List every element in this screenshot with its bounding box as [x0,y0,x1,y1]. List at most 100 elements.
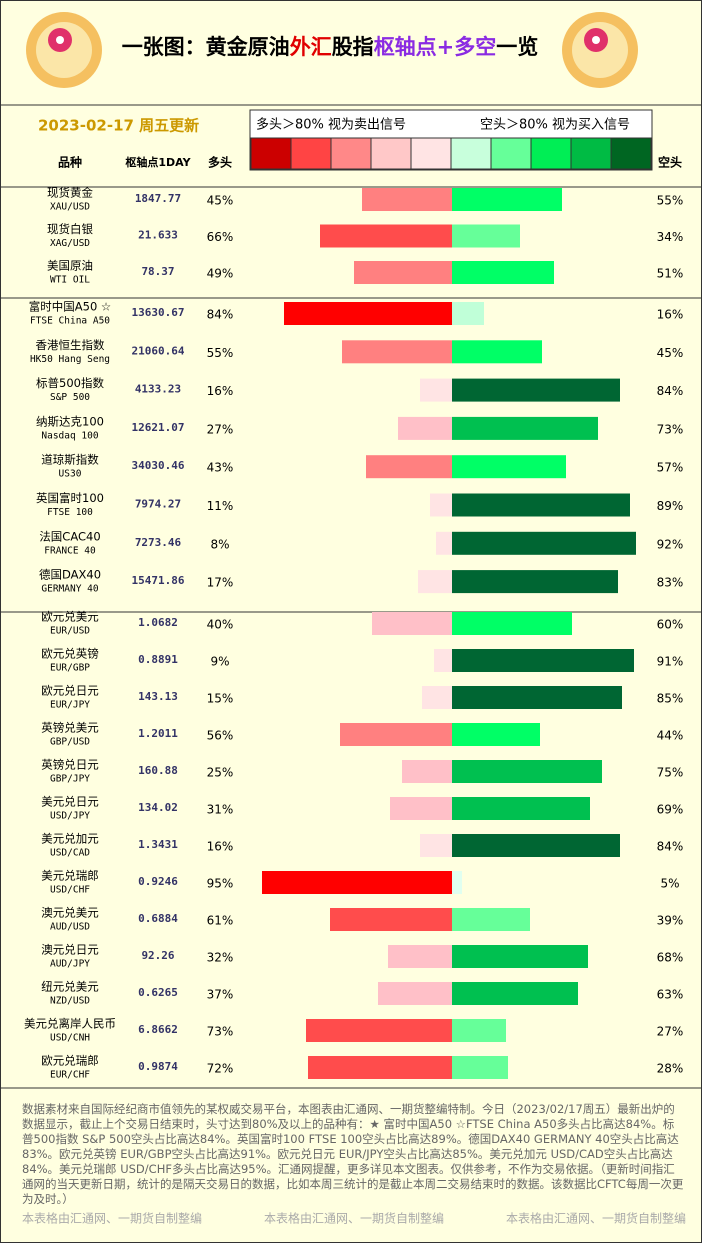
short-bar [452,340,542,364]
short-bar [452,302,484,325]
short-bar [452,723,540,746]
short-label: 27% [657,1025,684,1039]
short-label: 5% [660,877,679,891]
pivot: 1.2011 [138,727,178,740]
short-label: 85% [657,692,684,706]
long-label: 9% [210,655,229,669]
long-bar [366,455,452,479]
row-name: 美元兑瑞郎 [41,869,99,883]
short-bar [452,493,630,517]
long-bar [420,378,452,402]
long-bar [402,760,452,783]
short-label: 75% [657,766,684,780]
credit: 本表格由汇通网、一期货自制整编 [506,1211,686,1226]
legend-cell [490,137,532,170]
row-name: 德国DAX40 [39,568,101,582]
pivot: 143.13 [138,690,178,703]
column-header: 品种 [58,155,82,170]
row-code: FRANCE 40 [44,545,96,556]
logo [562,12,638,88]
row-code: WTI OIL [50,275,90,286]
pivot: 1847.77 [135,192,181,205]
short-label: 55% [657,194,684,208]
short-bar [452,834,620,857]
row-name: 富时中国A50 ☆ [29,300,111,314]
row-name: 美元兑离岸人民币 [24,1017,116,1031]
pivot: 34030.46 [132,459,185,472]
date: 2023-02-17 周五更新 [38,117,199,135]
long-bar [308,1056,452,1079]
row-code: Nasdaq 100 [41,430,98,441]
short-label: 44% [657,729,684,743]
legend-cell [610,137,652,170]
pivot: 4133.23 [135,383,181,396]
rows: 现货黄金 XAU/USD 1847.77 45% 55% 现货白银 XAG/USD 21.63… [24,186,683,1081]
row-name: 欧元兑日元 [41,684,99,698]
long-label: 11% [207,499,234,513]
long-bar [436,531,452,555]
logo [26,12,102,88]
short-bar [452,797,590,820]
pivot: 78.37 [141,265,174,278]
long-label: 55% [207,346,234,360]
long-label: 32% [207,951,234,965]
row-code: AUD/USD [50,922,90,933]
legend-short: 空头＞80% 视为买入信号 [480,118,630,133]
short-bar [452,908,530,931]
long-bar [284,302,452,325]
short-bar [452,188,562,211]
legend-cell [370,137,412,170]
row-name: 欧元兑美元 [41,610,99,624]
long-label: 56% [207,729,234,743]
row-name: 香港恒生指数 [36,338,105,352]
row-code: GBP/JPY [50,774,90,785]
pivot: 21.633 [138,229,178,242]
long-bar [430,493,452,517]
short-label: 69% [657,803,684,817]
legend-cell [330,137,372,170]
short-bar [452,982,578,1005]
column-header: 枢轴点1DAY [125,155,191,169]
short-bar [452,1019,506,1042]
row-name: 美元兑加元 [41,832,99,846]
row-code: EUR/JPY [50,700,90,711]
row-code: GERMANY 40 [41,584,98,595]
short-label: 51% [657,267,684,281]
row-name: 澳元兑日元 [41,943,99,957]
long-label: 17% [207,576,234,590]
long-bar [418,570,452,594]
row-code: GBP/USD [50,737,90,748]
short-label: 45% [657,346,684,360]
long-label: 16% [207,384,234,398]
short-label: 84% [657,840,684,854]
long-bar [420,834,452,857]
short-bar [452,1056,508,1079]
legend-cell [290,137,332,170]
row-name: 英国富时100 [36,491,104,505]
long-label: 72% [207,1062,234,1076]
long-bar [434,649,452,672]
short-label: 91% [657,655,684,669]
short-label: 84% [657,384,684,398]
long-bar [306,1019,452,1042]
long-bar [330,908,452,931]
long-bar [354,261,452,284]
title-part: 股指 [332,35,374,59]
row-code: US30 [59,469,82,480]
column-header: 多头 [208,155,232,170]
short-label: 83% [657,576,684,590]
row-name: 现货黄金 [47,186,93,200]
row-code: EUR/USD [50,626,90,637]
short-label: 57% [657,461,684,475]
row-code: NZD/USD [50,996,90,1007]
row-code: EUR/GBP [50,663,90,674]
title-part: 枢轴点+多空 [374,35,497,59]
row-code: XAU/USD [50,202,90,213]
short-bar [452,455,566,479]
long-label: 27% [207,422,234,436]
row-code: USD/CHF [50,885,90,896]
pivot: 1.0682 [138,616,178,629]
legend-cell [250,137,292,170]
